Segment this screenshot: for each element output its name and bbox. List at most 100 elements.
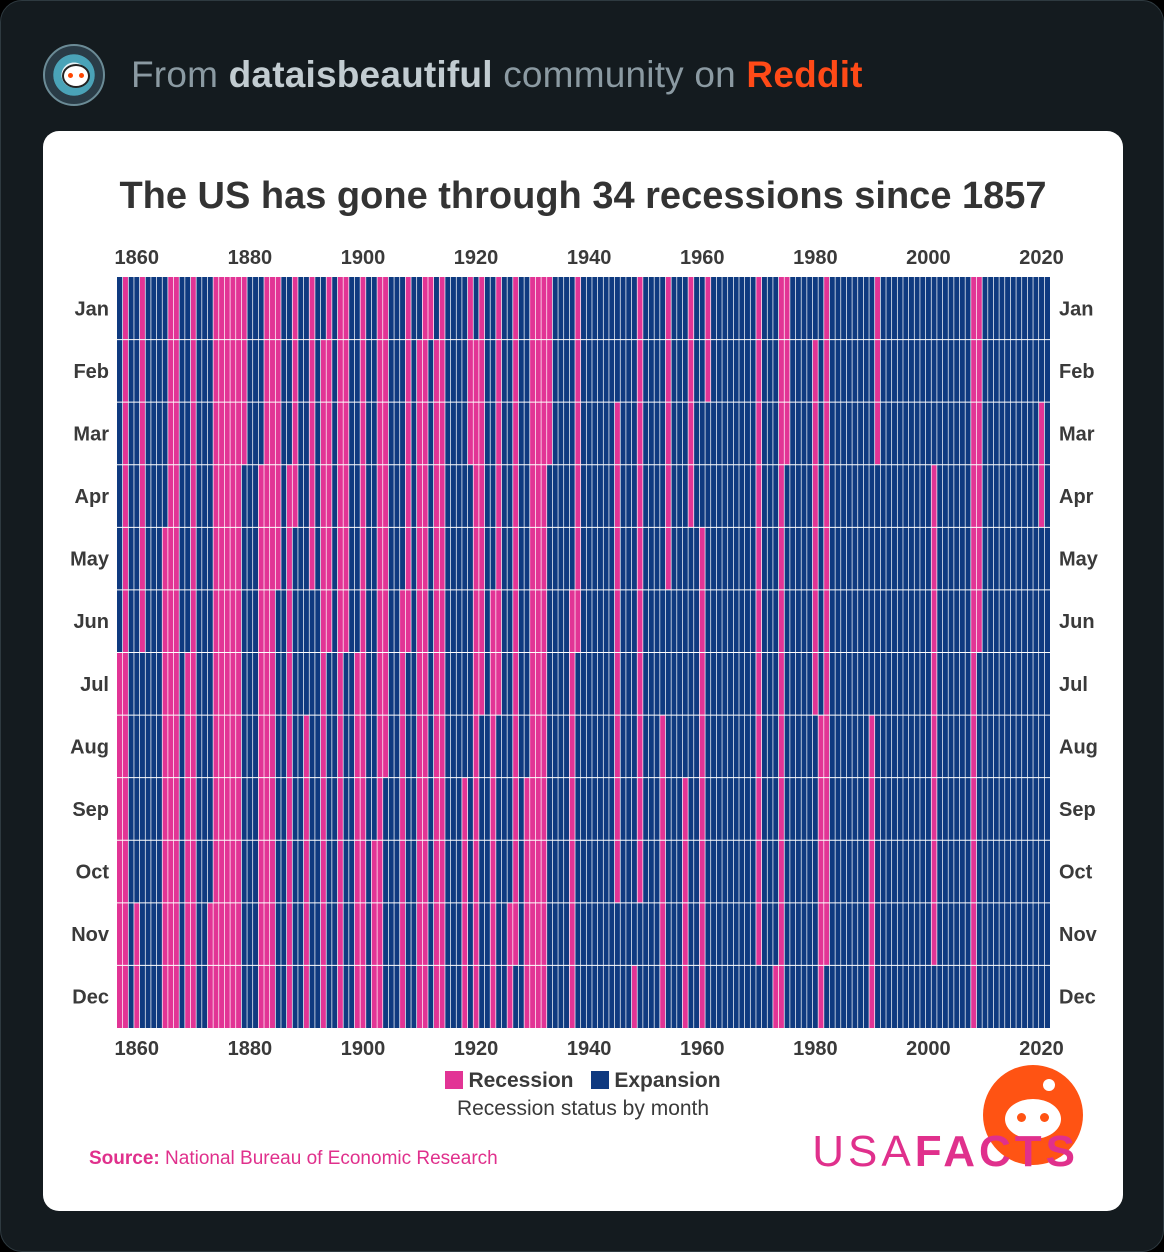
expansion-cell xyxy=(840,777,847,841)
expansion-cell xyxy=(399,277,406,340)
recession-cell xyxy=(354,902,361,966)
expansion-cell xyxy=(919,715,926,778)
expansion-cell xyxy=(987,965,994,1028)
expansion-cell xyxy=(252,277,259,340)
platform-name[interactable]: Reddit xyxy=(746,54,863,95)
expansion-cell xyxy=(411,527,417,590)
expansion-cell xyxy=(1033,339,1039,403)
expansion-cell xyxy=(925,402,932,465)
x-tick-label-top: 1900 xyxy=(341,247,386,269)
expansion-cell xyxy=(150,777,157,841)
expansion-cell xyxy=(603,527,609,590)
expansion-cell xyxy=(546,652,553,716)
recession-cell xyxy=(529,777,536,841)
expansion-cell xyxy=(343,965,349,1028)
expansion-cell xyxy=(880,777,887,841)
recession-cell xyxy=(230,715,236,778)
expansion-cell xyxy=(857,965,864,1028)
expansion-cell xyxy=(314,402,321,465)
recession-cell xyxy=(230,777,236,841)
expansion-cell xyxy=(631,715,638,778)
expansion-cell xyxy=(722,777,728,841)
expansion-cell xyxy=(693,777,700,841)
recession-cell xyxy=(637,777,643,841)
expansion-cell xyxy=(897,339,903,403)
expansion-cell xyxy=(1004,277,1011,340)
expansion-cell xyxy=(739,589,745,653)
expansion-cell xyxy=(507,715,513,778)
expansion-cell xyxy=(772,589,779,653)
expansion-cell xyxy=(309,715,315,778)
recession-cell xyxy=(230,652,236,716)
expansion-cell xyxy=(857,652,864,716)
expansion-cell xyxy=(795,277,802,340)
expansion-cell xyxy=(772,777,779,841)
legend: Recession Expansion xyxy=(43,1069,1123,1093)
expansion-cell xyxy=(772,527,779,590)
recession-cell xyxy=(575,277,581,340)
expansion-cell xyxy=(857,527,864,590)
recession-cell xyxy=(162,777,168,841)
expansion-cell xyxy=(456,715,462,778)
recession-cell xyxy=(337,777,344,841)
recession-cell xyxy=(665,402,672,465)
expansion-cell xyxy=(399,402,406,465)
recession-cell xyxy=(507,902,513,966)
expansion-cell xyxy=(241,652,248,716)
expansion-cell xyxy=(247,339,253,403)
y-tick-label-right: Jan xyxy=(1059,298,1093,320)
expansion-cell xyxy=(133,715,140,778)
expansion-cell xyxy=(314,277,321,340)
recession-cell xyxy=(874,402,881,465)
expansion-cell xyxy=(444,965,451,1028)
expansion-cell xyxy=(518,965,525,1028)
recession-cell xyxy=(224,777,231,841)
expansion-cell xyxy=(507,527,513,590)
expansion-cell xyxy=(688,965,694,1028)
expansion-cell xyxy=(133,402,140,465)
expansion-cell xyxy=(744,902,751,966)
expansion-cell xyxy=(801,902,807,966)
expansion-cell xyxy=(886,840,892,903)
expansion-cell xyxy=(162,277,168,340)
expansion-cell xyxy=(524,277,530,340)
expansion-cell xyxy=(552,277,559,340)
expansion-cell xyxy=(671,402,677,465)
recession-cell xyxy=(931,840,937,903)
expansion-cell xyxy=(303,277,310,340)
recession-cell xyxy=(422,339,428,403)
recession-cell xyxy=(275,339,281,403)
expansion-cell xyxy=(965,965,971,1028)
expansion-cell xyxy=(902,277,909,340)
expansion-cell xyxy=(241,527,248,590)
expansion-cell xyxy=(580,965,587,1028)
expansion-cell xyxy=(789,777,796,841)
community-name[interactable]: dataisbeautiful xyxy=(228,54,493,95)
expansion-cell xyxy=(558,339,564,403)
recession-cell xyxy=(575,589,581,653)
expansion-cell xyxy=(835,339,841,403)
expansion-cell xyxy=(659,277,666,340)
expansion-cell xyxy=(603,277,609,340)
expansion-cell xyxy=(586,339,592,403)
recession-cell xyxy=(139,464,146,528)
expansion-cell xyxy=(241,464,248,528)
recession-cell xyxy=(264,339,270,403)
expansion-cell xyxy=(156,402,163,465)
expansion-cell xyxy=(914,277,920,340)
recession-cell xyxy=(433,402,440,465)
expansion-cell xyxy=(495,902,502,966)
recession-cell xyxy=(688,339,694,403)
expansion-cell xyxy=(280,402,287,465)
expansion-cell xyxy=(326,777,332,841)
expansion-cell xyxy=(886,715,892,778)
expansion-cell xyxy=(936,652,943,716)
expansion-cell xyxy=(365,715,372,778)
expansion-cell xyxy=(1010,652,1017,716)
expansion-cell xyxy=(846,840,853,903)
recession-cell xyxy=(167,777,174,841)
expansion-cell xyxy=(659,402,666,465)
community-avatar[interactable] xyxy=(43,44,105,106)
expansion-cell xyxy=(591,715,598,778)
expansion-cell xyxy=(733,589,739,653)
